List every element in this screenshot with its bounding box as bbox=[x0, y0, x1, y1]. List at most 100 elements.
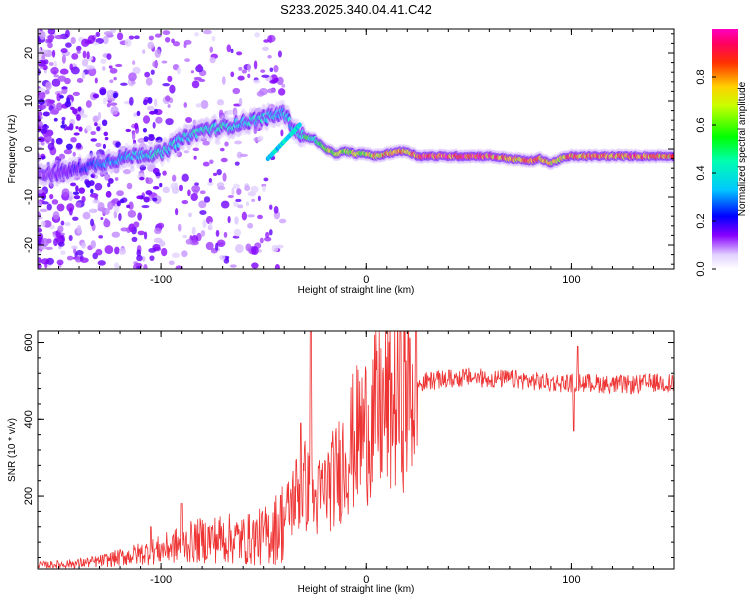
spectrogram-noise-cell bbox=[251, 246, 259, 256]
spectrogram-noise-cell bbox=[130, 165, 135, 172]
spectrogram-noise-cell bbox=[273, 65, 279, 73]
spectrogram-noise-cell bbox=[233, 201, 239, 207]
spectrogram-noise-cell bbox=[38, 216, 43, 220]
spectrogram-noise-cell bbox=[277, 50, 282, 58]
spectrogram-noise-cell bbox=[75, 201, 82, 208]
spectrogram-noise-cell bbox=[82, 50, 87, 59]
spectrogram-noise-cell bbox=[167, 75, 173, 83]
spectrogram-noise-cell bbox=[199, 210, 207, 216]
spectrogram-noise-cell bbox=[257, 135, 264, 142]
spectrogram-noise-cell bbox=[90, 218, 95, 227]
spectrogram-noise-cell bbox=[59, 68, 69, 75]
spectrogram-noise-cell bbox=[114, 262, 120, 269]
spectrogram-noise-cell bbox=[191, 185, 201, 193]
spectrogram-noise-cell bbox=[49, 193, 54, 200]
spectrogram-noise-cell bbox=[104, 245, 114, 254]
spectrogram-noise-cell bbox=[183, 150, 190, 154]
spectrogram-noise-cell bbox=[156, 136, 163, 143]
spectrogram-noise-cell bbox=[183, 42, 187, 49]
colorbar-tick-label: 0.6 bbox=[695, 117, 707, 132]
spectrogram-noise-cell bbox=[103, 97, 107, 105]
spectrogram-noise-cell bbox=[176, 151, 183, 158]
spectrogram-noise-cell bbox=[88, 180, 95, 186]
spectrogram-noise-cell bbox=[273, 206, 279, 214]
spectrogram-noise-cell bbox=[61, 116, 66, 121]
spectrogram-noise-cell bbox=[65, 29, 70, 38]
spectrogram-noise-cell bbox=[152, 243, 161, 251]
spectrogram-noise-cell bbox=[68, 235, 73, 242]
spectrogram-noise-cell bbox=[178, 184, 184, 192]
spectrogram-noise-cell bbox=[208, 177, 213, 183]
spectrogram-noise-cell bbox=[126, 204, 131, 209]
spectrogram-noise-cell bbox=[73, 195, 81, 200]
spectrogram-noise-cell bbox=[82, 211, 91, 220]
spectrogram-noise-cell bbox=[92, 115, 99, 123]
spectrogram-noise-cell bbox=[60, 250, 66, 256]
spectrogram-noise-cell bbox=[75, 250, 84, 256]
spectrogram-noise-cell bbox=[260, 69, 266, 73]
spectrogram-noise-cell bbox=[136, 195, 143, 200]
spectrogram-noise-cell bbox=[164, 37, 171, 43]
spectrogram-noise-cell bbox=[95, 142, 102, 148]
spectrogram-layer bbox=[38, 29, 674, 269]
spectrogram-noise-cell bbox=[190, 193, 198, 202]
spectrogram-noise-cell bbox=[38, 200, 43, 207]
spectrogram-noise-cell bbox=[193, 155, 197, 160]
spectrogram-noise-cell bbox=[162, 170, 167, 176]
spectrogram-noise-cell bbox=[129, 96, 134, 106]
spectrogram-noise-cell bbox=[119, 199, 125, 204]
spectrogram-noise-cell bbox=[45, 82, 51, 89]
spectrogram-noise-cell bbox=[102, 35, 109, 45]
spectrogram-noise-cell bbox=[104, 217, 109, 225]
spectrogram-noise-cell bbox=[251, 262, 259, 269]
x-tick-label: 0 bbox=[363, 274, 369, 286]
spectrogram-noise-cell bbox=[128, 35, 135, 40]
spectrogram-noise-cell bbox=[90, 138, 98, 142]
x-tick-label: -100 bbox=[150, 274, 172, 286]
spectrogram-noise-cell bbox=[53, 117, 58, 122]
spectrogram-noise-cell bbox=[150, 69, 155, 75]
snr-line bbox=[38, 331, 674, 569]
spectrogram-noise-cell bbox=[211, 35, 216, 42]
spectrogram-noise-cell bbox=[208, 221, 213, 229]
spectrogram-noise-cell bbox=[194, 32, 199, 37]
spectrogram-noise-cell bbox=[167, 104, 171, 108]
spectrogram-noise-cell bbox=[41, 192, 46, 199]
spectrogram-noise-cell bbox=[216, 168, 222, 176]
spectrogram-noise-cell bbox=[95, 248, 103, 256]
spectrogram-noise-cell bbox=[253, 79, 261, 84]
spectrogram-noise-cell bbox=[200, 137, 207, 142]
spectrogram-noise-cell bbox=[136, 249, 142, 257]
y-tick-label: 10 bbox=[23, 95, 35, 107]
spectrogram-noise-cell bbox=[92, 42, 100, 46]
spectrogram-noise-cell bbox=[49, 109, 59, 115]
colorbar-tick-label: 0.2 bbox=[695, 213, 707, 228]
spectrogram-noise-cell bbox=[143, 136, 149, 142]
spectrogram-noise-cell bbox=[216, 100, 225, 106]
spectrogram-noise-cell bbox=[90, 131, 97, 136]
spectrogram-noise-cell bbox=[63, 149, 73, 155]
spectrogram-noise-cell bbox=[209, 46, 214, 53]
spectrogram-noise-cell bbox=[72, 91, 80, 97]
spectrogram-noise-cell bbox=[269, 204, 273, 210]
spectrogram-noise-cell bbox=[257, 195, 261, 202]
spectrogram-noise-cell bbox=[184, 58, 191, 63]
spectrogram-noise-cell bbox=[177, 67, 181, 75]
spectrogram-noise-cell bbox=[173, 41, 181, 47]
spectrogram-noise-cell bbox=[202, 219, 207, 228]
spectrogram-noise-cell bbox=[154, 227, 162, 235]
spectrogram-noise-cell bbox=[236, 151, 243, 159]
spectrogram-noise-cell bbox=[47, 142, 55, 151]
spectrogram-noise-cell bbox=[115, 63, 123, 68]
spectrogram-noise-cell bbox=[57, 225, 64, 233]
spectrogram-noise-cell bbox=[264, 236, 272, 242]
spectrogram-noise-cell bbox=[128, 72, 137, 82]
spectrogram-noise-cell bbox=[143, 263, 148, 269]
x-tick-label: -100 bbox=[150, 574, 172, 586]
spectrogram-noise-cell bbox=[113, 76, 117, 81]
spectrogram-noise-cell bbox=[40, 155, 46, 160]
colorbar-tick-label: 0.8 bbox=[695, 69, 707, 84]
spectrogram-noise-cell bbox=[161, 247, 168, 257]
spectrogram-noise-cell bbox=[94, 122, 98, 127]
